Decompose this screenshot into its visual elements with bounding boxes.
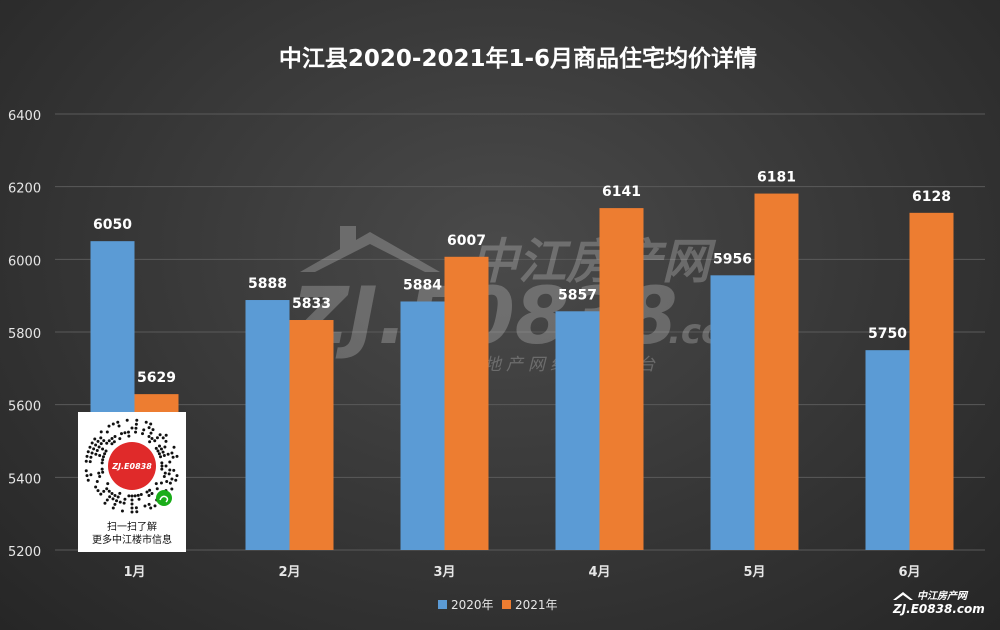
legend-label-2020: 2020年 [451, 598, 494, 612]
bar-2020年-6月 [865, 350, 910, 550]
x-tick-label: 5月 [743, 565, 765, 580]
qr-caption-line-1: 扫一扫了解 [107, 522, 157, 533]
corner-brand-logo: 中江房产网 ZJ.E0838.com [892, 590, 985, 616]
bar-2021年-5月 [754, 193, 799, 550]
y-tick-label: 5800 [8, 327, 41, 342]
data-label: 6007 [447, 233, 486, 249]
qr-caption-line-2: 更多中江楼市信息 [92, 535, 172, 546]
bar-2020年-4月 [555, 311, 600, 550]
y-axis: 5200 5400 5600 5800 6000 6200 6400 [8, 109, 41, 560]
legend-swatch-2020 [438, 600, 447, 609]
qr-caption: 扫一扫了解 更多中江楼市信息 [78, 521, 186, 547]
data-label: 6181 [757, 170, 796, 186]
bar-2021年-3月 [444, 256, 489, 550]
mini-program-icon [156, 490, 172, 506]
data-label: 5750 [868, 326, 907, 342]
y-tick-label: 6000 [8, 254, 41, 269]
data-label: 5833 [292, 296, 331, 312]
watermark: 中江房产网 ZJ.E0838 .com 中江房地产网络服务平台 [289, 226, 760, 375]
x-tick-label: 4月 [588, 565, 610, 580]
corner-logo-domain: ZJ.E0838.com [892, 602, 985, 616]
bar-2021年-6月 [909, 212, 954, 550]
bar-2021年-2月 [289, 320, 334, 550]
corner-logo-brand: 中江房产网 [917, 590, 969, 602]
x-axis: 1月 2月 3月 4月 5月 6月 [123, 565, 920, 580]
chart-title: 中江县2020-2021年1-6月商品住宅均价详情 [279, 45, 757, 72]
y-tick-label: 5400 [8, 472, 41, 487]
data-label: 6128 [912, 189, 951, 205]
x-tick-label: 3月 [433, 565, 455, 580]
data-label: 5956 [713, 251, 752, 267]
legend: 2020年 2021年 [438, 598, 558, 612]
bar-2020年-5月 [710, 275, 755, 550]
qr-center-badge: ZJ.E0838 [111, 462, 152, 471]
data-label: 5884 [403, 277, 442, 293]
watermark-chinese-brand: 中江房产网 [470, 234, 717, 290]
x-tick-label: 6月 [898, 565, 920, 580]
house-logo-icon [300, 226, 440, 272]
qr-code-icon: ZJ.E0838 [84, 418, 179, 514]
x-tick-label: 2月 [278, 565, 300, 580]
bar-2021年-4月 [599, 208, 644, 550]
y-tick-label: 5600 [8, 400, 41, 415]
bar-2020年-3月 [400, 301, 445, 550]
data-label: 5629 [137, 370, 176, 386]
y-tick-label: 6400 [8, 109, 41, 124]
legend-swatch-2021 [502, 600, 511, 609]
data-label: 5857 [558, 287, 597, 303]
y-tick-label: 5200 [8, 545, 41, 560]
legend-label-2021: 2021年 [515, 598, 558, 612]
data-labels: 6050 5629 5888 5833 5884 6007 5857 6141 5956 6181… [93, 170, 951, 387]
data-label: 5888 [248, 276, 287, 292]
bar-2020年-2月 [245, 300, 290, 550]
x-tick-label: 1月 [123, 565, 145, 580]
data-label: 6141 [602, 184, 641, 200]
qr-code-card[interactable]: ZJ.E0838 扫一扫了解 更多中江楼市信息 [78, 412, 186, 552]
y-tick-label: 6200 [8, 182, 41, 197]
grid-lines [55, 113, 985, 551]
data-label: 6050 [93, 217, 132, 233]
